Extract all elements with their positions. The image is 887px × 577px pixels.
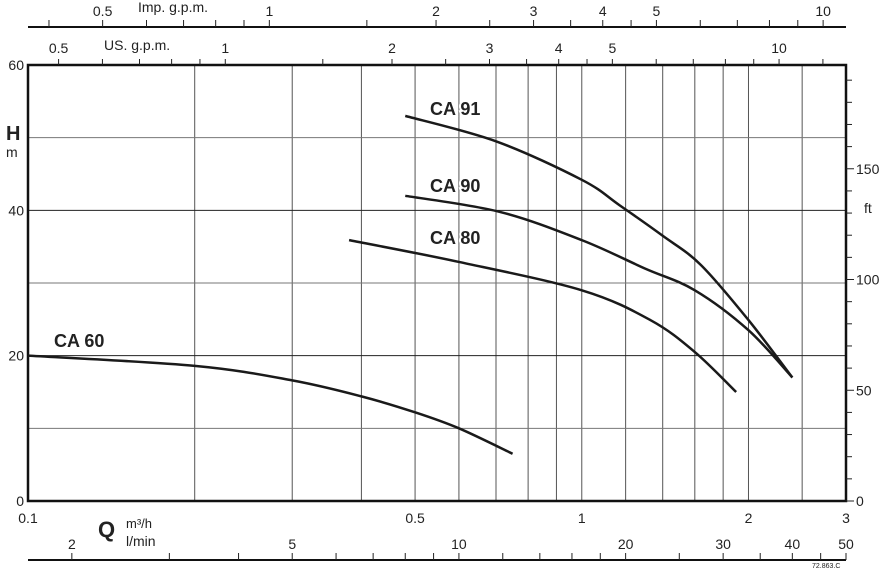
us-gpm-tick-label: 10 <box>771 40 787 56</box>
imp-gpm-tick-label: 1 <box>265 3 273 19</box>
y2-tick-label: 100 <box>856 272 880 288</box>
x-tick-label: 3 <box>842 510 850 526</box>
x-tick-label: 0.1 <box>18 510 38 526</box>
curve-ca-60 <box>27 354 514 455</box>
y-tick-label: 0 <box>16 493 24 509</box>
x-tick-label: 1 <box>578 510 586 526</box>
lmin-tick-label: 30 <box>715 536 731 552</box>
x-tick-label: 2 <box>745 510 753 526</box>
y-axis-label: H <box>6 123 20 145</box>
x-axis-label: Q <box>98 517 115 542</box>
y2-axis-unit: ft <box>864 200 872 216</box>
lmin-tick-label: 10 <box>451 536 467 552</box>
x-unit-lmin: l/min <box>126 533 156 549</box>
imp-gpm-tick-label: 3 <box>530 3 538 19</box>
lmin-tick-label: 40 <box>785 536 801 552</box>
imp-gpm-tick-label: 4 <box>599 3 607 19</box>
label-ca-91: CA 91 <box>430 99 480 119</box>
y-tick-label: 20 <box>8 348 24 364</box>
chart-code: 72.863.C <box>812 563 840 570</box>
lmin-tick-label: 5 <box>288 536 296 552</box>
us-gpm-tick-label: 4 <box>555 40 563 56</box>
us-gpm-tick-label: 5 <box>608 40 616 56</box>
y-tick-label: 40 <box>8 202 24 218</box>
label-ca-80: CA 80 <box>430 228 480 248</box>
us-gpm-label: US. g.p.m. <box>104 37 170 53</box>
y2-tick-label: 50 <box>856 382 872 398</box>
y-tick-label: 60 <box>8 57 24 73</box>
y2-tick-label: 150 <box>856 161 880 177</box>
imp-gpm-tick-label: 10 <box>815 3 831 19</box>
us-gpm-tick-label: 2 <box>388 40 396 56</box>
label-ca-60: CA 60 <box>54 331 104 351</box>
us-gpm-tick-label: 1 <box>221 40 229 56</box>
us-gpm-tick-label: 0.5 <box>49 40 69 56</box>
plot-frame <box>26 63 848 503</box>
axes: 0 20 40 60 0 50 100 150 0.1 0.5 1 2 3 2 5 10 20 30 40 50 0.5… <box>8 3 880 561</box>
curve-ca-91 <box>404 114 794 379</box>
y2-tick-label: 0 <box>856 493 864 509</box>
curve-ca-90 <box>405 194 794 379</box>
lmin-tick-label: 20 <box>618 536 634 552</box>
imp-gpm-tick-label: 2 <box>432 3 440 19</box>
us-gpm-tick-label: 3 <box>486 40 494 56</box>
series-group: CA 91 CA 90 CA 80 CA 60 <box>27 97 794 455</box>
lmin-tick-label: 2 <box>68 536 76 552</box>
lmin-tick-label: 50 <box>838 536 854 552</box>
y-axis-unit: m <box>6 144 18 160</box>
label-ca-90: CA 90 <box>430 176 480 196</box>
imp-gpm-tick-label: 5 <box>653 3 661 19</box>
x-tick-label: 0.5 <box>405 510 425 526</box>
grid <box>28 65 846 501</box>
imp-gpm-label: Imp. g.p.m. <box>138 0 208 15</box>
curve-ca-80 <box>348 238 738 393</box>
imp-gpm-tick-label: 0.5 <box>93 3 113 19</box>
x-unit-m3h: m³/h <box>126 516 152 531</box>
